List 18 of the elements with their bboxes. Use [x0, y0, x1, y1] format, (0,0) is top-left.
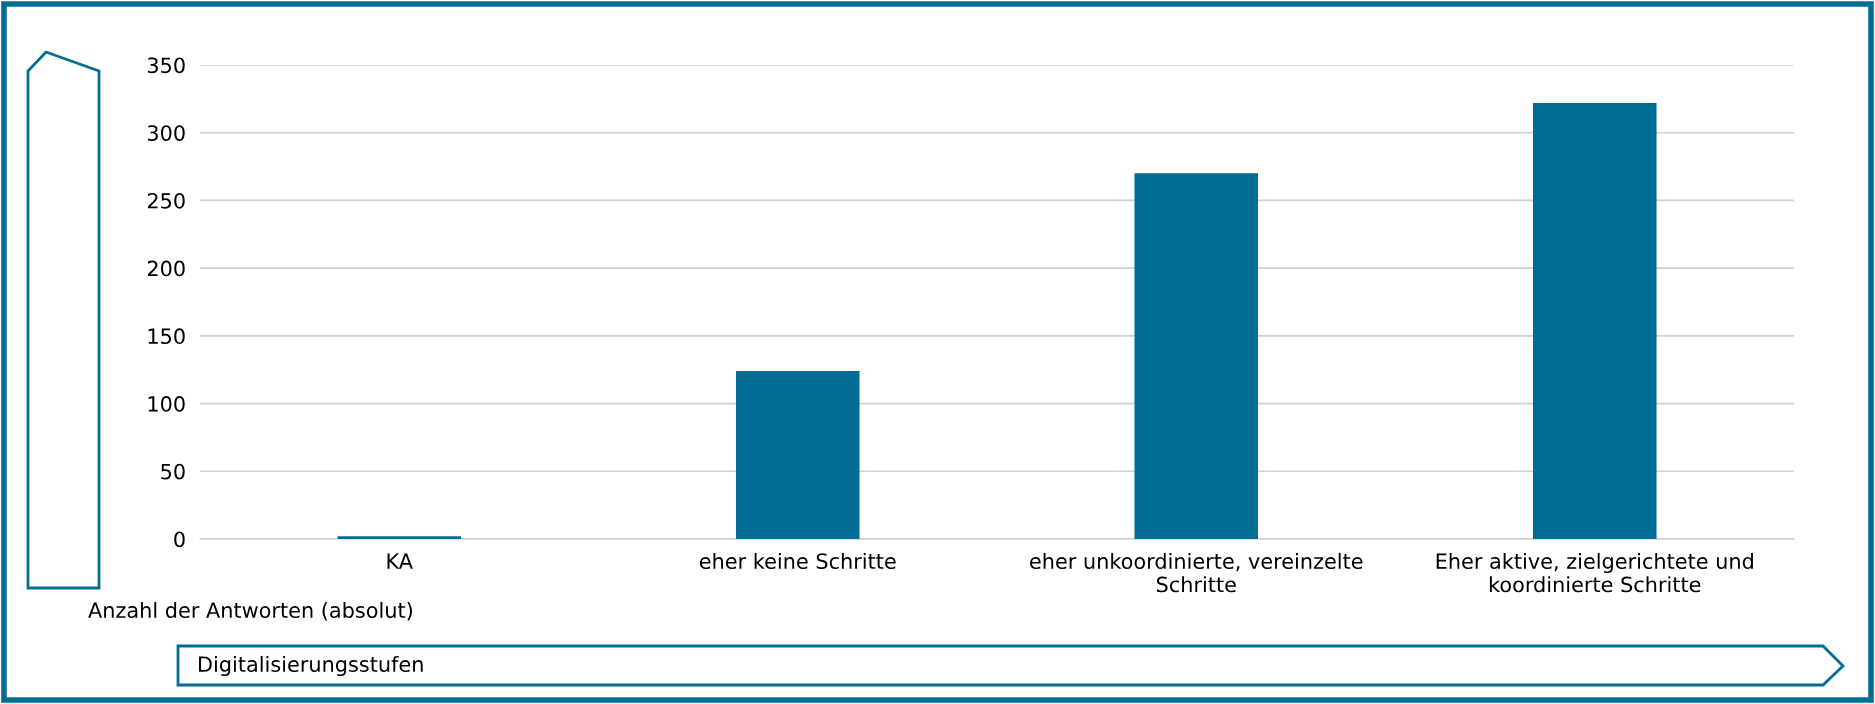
bar [337, 536, 462, 539]
y-tick-label: 0 [174, 531, 185, 548]
y-tick-label: 50 [161, 463, 185, 480]
y-tick-label: 150 [148, 328, 185, 345]
y-tick-label: 250 [147, 192, 185, 209]
x-axis-title: Digitalisierungsstufen [199, 655, 423, 677]
y-tick-label: 350 [147, 57, 185, 74]
bar [1532, 102, 1657, 539]
bar [735, 371, 860, 539]
y-tick-label: 100 [148, 396, 185, 412]
x-tick-label: eher keine Schritte [699, 552, 896, 570]
bar [1134, 173, 1259, 539]
x-tick-label: Eher aktive, zielgerichtete und koordinierte Schritte [1436, 552, 1753, 593]
y-axis-title: Anzahl der Antworten (absolut) [88, 601, 413, 621]
y-tick-label: 300 [147, 125, 185, 141]
y-tick-label: 200 [147, 260, 185, 277]
x-tick-label: KA [387, 553, 413, 569]
x-tick-label: eher unkoordinierte, vereinzelte Schritte [1030, 552, 1363, 593]
